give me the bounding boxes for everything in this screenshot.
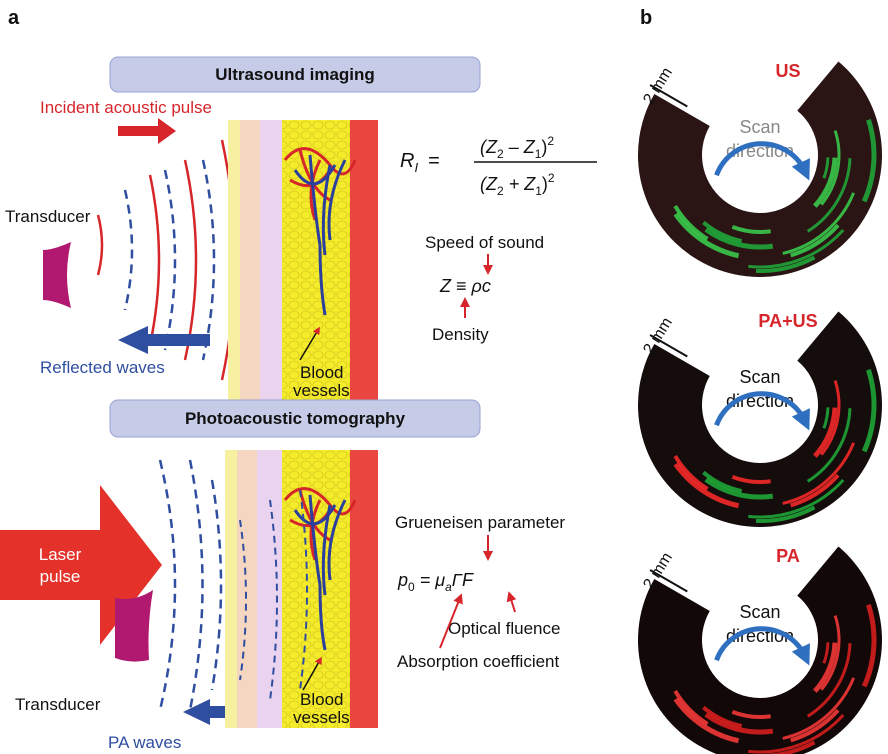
label: PA waves	[108, 733, 181, 752]
transducer	[115, 590, 153, 662]
label: Density	[432, 325, 489, 344]
label: Incident acoustic pulse	[40, 98, 212, 117]
label: Transducer	[5, 207, 91, 226]
ultrasound-ring	[638, 547, 882, 754]
label: Reflected waves	[40, 358, 165, 377]
section-title: Ultrasound imaging	[215, 65, 375, 84]
arrow	[118, 326, 210, 354]
label: Laser	[39, 545, 82, 564]
label: Optical fluence	[448, 619, 560, 638]
label: Blood	[300, 363, 343, 382]
formula: (Z2 + Z1)2	[480, 171, 555, 198]
formula: (Z2 – Z1)2	[480, 134, 554, 161]
label: Speed of sound	[425, 233, 544, 252]
arrow	[510, 596, 515, 612]
label: vessels	[293, 708, 350, 727]
panel-label: b	[640, 7, 652, 29]
tissue	[228, 120, 378, 400]
label: Blood	[300, 690, 343, 709]
mode-label: PA+US	[758, 311, 817, 331]
label: Absorption coefficient	[397, 652, 560, 671]
transducer	[43, 242, 71, 308]
mode-label: US	[775, 61, 800, 81]
mode-label: PA	[776, 546, 800, 566]
label: Transducer	[15, 695, 101, 714]
label: vessels	[293, 381, 350, 400]
formula: Z ≡ ρc	[439, 276, 491, 296]
panel-label: a	[8, 7, 20, 29]
tissue	[225, 450, 378, 728]
scale-label: 2 mm	[640, 65, 676, 108]
label: Grueneisen parameter	[395, 513, 565, 532]
label: pulse	[40, 567, 81, 586]
scan-label: Scan	[739, 602, 780, 622]
formula: p0 = μaΓF	[397, 570, 474, 594]
figure: a b Ultrasound imaging Incident acoustic…	[0, 0, 888, 754]
arrow	[118, 118, 176, 144]
scale-label: 2 mm	[640, 315, 676, 358]
waves	[160, 460, 221, 710]
section-title: Photoacoustic tomography	[185, 409, 406, 428]
formula: RI=	[400, 150, 440, 175]
scan-label: Scan	[739, 117, 780, 137]
scale-label: 2 mm	[640, 550, 676, 593]
scan-label: Scan	[739, 367, 780, 387]
